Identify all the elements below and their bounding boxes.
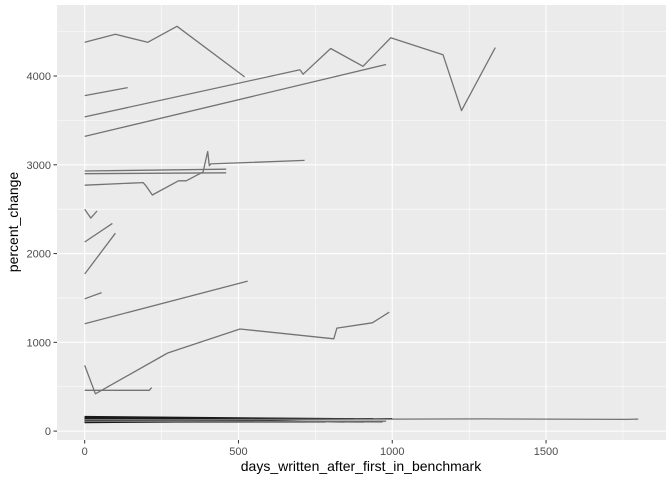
series-line-4 — [84, 63, 387, 138]
series-line-7 — [84, 150, 305, 196]
panel-background — [57, 5, 666, 440]
series-line-8 — [84, 208, 98, 219]
grid-major — [57, 5, 666, 440]
series-line-16 — [84, 418, 639, 421]
series-line-9 — [84, 222, 113, 243]
series-line-14 — [84, 352, 169, 395]
x-tick-label: 0 — [82, 446, 88, 458]
series-line-6 — [84, 172, 227, 175]
x-tick-label: 1000 — [380, 446, 404, 458]
series-layer — [84, 25, 639, 424]
x-tick-label: 500 — [229, 446, 247, 458]
series-line-0 — [84, 25, 245, 78]
y-tick-label: 3000 — [27, 160, 51, 172]
x-axis-title: days_written_after_first_in_benchmark — [241, 458, 482, 474]
series-line-2 — [84, 86, 128, 97]
y-axis-title: percent_change — [5, 172, 21, 273]
grid-minor — [57, 5, 666, 440]
series-line-12 — [84, 280, 248, 325]
y-tick-label: 0 — [45, 426, 51, 438]
series-line-11 — [84, 291, 102, 300]
x-axis: 0 500 1000 1500 — [82, 440, 558, 458]
y-tick-label: 4000 — [27, 71, 51, 83]
series-line-3 — [84, 69, 301, 118]
series-line-13 — [167, 311, 390, 354]
y-tick-label: 2000 — [27, 249, 51, 261]
x-tick-label: 1500 — [534, 446, 558, 458]
series-line-10 — [84, 232, 116, 275]
series-line-5 — [84, 168, 227, 172]
series-line-1 — [299, 37, 496, 112]
y-axis: 0 1000 2000 3000 4000 — [27, 71, 57, 438]
series-line-15 — [84, 387, 153, 391]
y-tick-label: 1000 — [27, 337, 51, 349]
